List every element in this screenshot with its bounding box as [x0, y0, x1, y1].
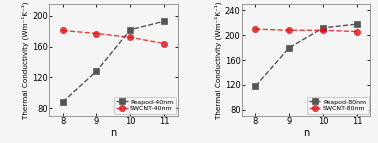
Peapod-40nm — [128, 29, 133, 31]
Peapod-80nm — [287, 47, 291, 48]
SWCNT-80nm — [355, 31, 359, 32]
SWCNT-80nm — [253, 28, 258, 30]
Peapod-80nm — [253, 85, 258, 87]
SWCNT-40nm — [60, 30, 65, 31]
SWCNT-80nm — [321, 29, 325, 31]
Y-axis label: Thermal Conductivity (Wm⁻¹K⁻¹): Thermal Conductivity (Wm⁻¹K⁻¹) — [214, 1, 222, 119]
Peapod-40nm — [94, 70, 99, 72]
X-axis label: n: n — [303, 128, 309, 138]
Peapod-80nm — [321, 27, 325, 29]
Line: SWCNT-80nm: SWCNT-80nm — [253, 26, 360, 35]
Y-axis label: Thermal Conductivity (Wm⁻¹K⁻¹): Thermal Conductivity (Wm⁻¹K⁻¹) — [22, 1, 29, 119]
Line: Peapod-80nm: Peapod-80nm — [253, 21, 360, 89]
Legend: Peapod-40nm, SWCNT-40nm: Peapod-40nm, SWCNT-40nm — [114, 97, 176, 114]
Legend: Peapod-80nm, SWCNT-80nm: Peapod-80nm, SWCNT-80nm — [307, 97, 369, 114]
X-axis label: n: n — [110, 128, 116, 138]
Line: Peapod-40nm: Peapod-40nm — [60, 18, 167, 105]
SWCNT-40nm — [128, 36, 133, 38]
SWCNT-40nm — [94, 33, 99, 34]
Peapod-40nm — [60, 101, 65, 103]
Peapod-40nm — [162, 20, 166, 22]
Peapod-80nm — [355, 23, 359, 25]
SWCNT-40nm — [162, 43, 166, 44]
SWCNT-80nm — [287, 29, 291, 31]
Line: SWCNT-40nm: SWCNT-40nm — [60, 27, 167, 47]
